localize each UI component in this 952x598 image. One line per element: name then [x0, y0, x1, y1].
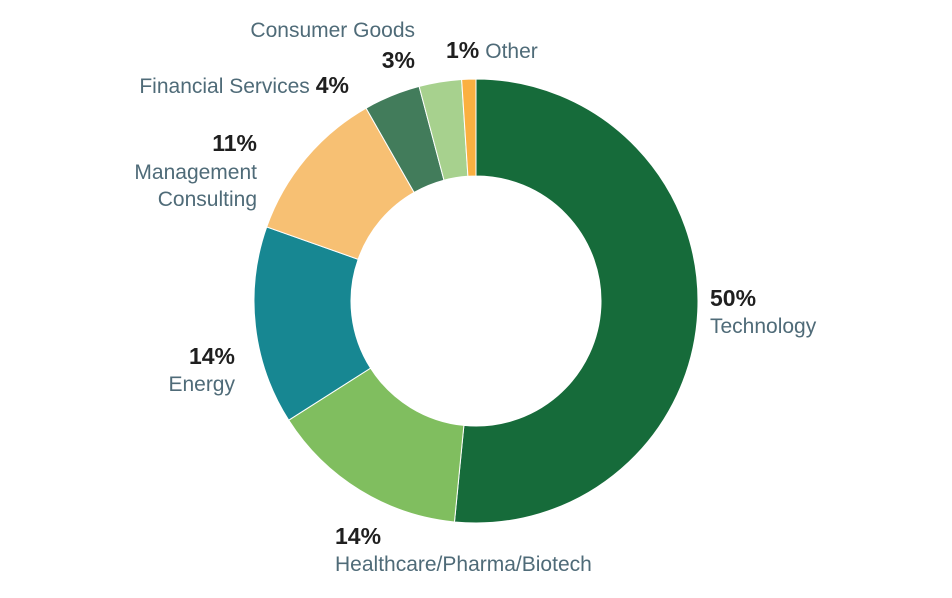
healthcare-percent-label: 14%: [335, 523, 381, 549]
management-consulting-percent-label: 11%: [212, 130, 257, 156]
other-category-label: Other: [485, 40, 538, 63]
consumer-goods-category-label: Consumer Goods: [250, 19, 415, 42]
other-percent-label: 1%: [446, 37, 479, 63]
financial-services-label-group: Financial Services 4%: [139, 72, 349, 98]
financial-services-percent-label: 4%: [316, 72, 349, 98]
energy-category-label: Energy: [168, 373, 235, 396]
technology-category-label: Technology: [710, 315, 817, 338]
donut-slices: [253, 78, 699, 524]
management-consulting-label-line2: Consulting: [158, 188, 257, 211]
technology-percent-label: 50%: [710, 285, 756, 311]
energy-percent-label: 14%: [189, 343, 235, 369]
healthcare-category-label: Healthcare/Pharma/Biotech: [335, 553, 592, 576]
slice-other: [461, 78, 477, 177]
slice-technology: [453, 78, 699, 524]
management-consulting-label-line1: Management: [134, 161, 257, 184]
consumer-goods-percent-label: 3%: [382, 47, 415, 73]
other-label-group: 1% Other: [446, 37, 538, 63]
financial-services-category-label: Financial Services: [139, 75, 309, 98]
